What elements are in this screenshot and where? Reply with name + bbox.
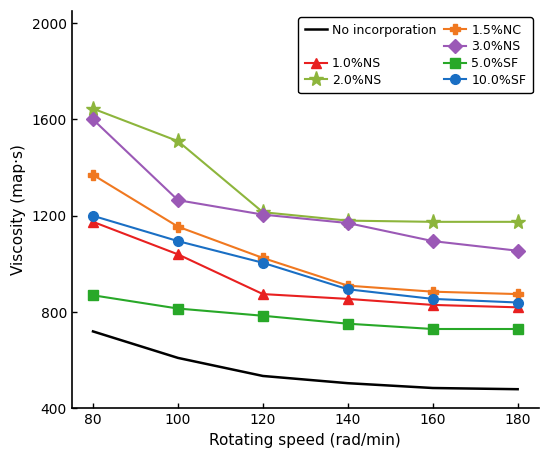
10.0%SF [344, 286, 351, 292]
2.0%NS [344, 218, 351, 224]
5.0%SF [344, 321, 351, 326]
Line: 5.0%SF: 5.0%SF [88, 291, 522, 334]
1.0%NS [175, 252, 182, 257]
No incorporation [90, 329, 96, 334]
1.0%NS [344, 296, 351, 302]
Line: 1.0%NS: 1.0%NS [88, 217, 522, 312]
Line: 2.0%NS: 2.0%NS [85, 101, 525, 230]
5.0%SF [430, 326, 436, 332]
1.5%NC [430, 289, 436, 294]
10.0%SF [260, 260, 266, 265]
10.0%SF [514, 300, 521, 305]
3.0%NS [90, 117, 96, 122]
2.0%NS [514, 219, 521, 224]
2.0%NS [260, 209, 266, 215]
Line: 1.5%NC: 1.5%NC [88, 170, 522, 299]
10.0%SF [90, 213, 96, 218]
2.0%NS [430, 219, 436, 224]
2.0%NS [175, 139, 182, 144]
3.0%NS [260, 212, 266, 218]
10.0%SF [430, 296, 436, 302]
1.0%NS [260, 291, 266, 297]
3.0%NS [514, 248, 521, 253]
Legend: No incorporation, , 1.0%NS, 2.0%NS, 1.5%NC, 3.0%NS, 5.0%SF, 10.0%SF: No incorporation, , 1.0%NS, 2.0%NS, 1.5%… [298, 17, 532, 93]
1.0%NS [430, 302, 436, 308]
No incorporation [514, 386, 521, 392]
Y-axis label: Viscosity (map·s): Viscosity (map·s) [11, 144, 26, 275]
1.0%NS [514, 305, 521, 310]
5.0%SF [90, 292, 96, 298]
1.0%NS [90, 219, 96, 224]
5.0%SF [514, 326, 521, 332]
3.0%NS [344, 220, 351, 226]
5.0%SF [175, 306, 182, 311]
10.0%SF [175, 238, 182, 244]
Line: 10.0%SF: 10.0%SF [88, 211, 522, 308]
Line: No incorporation: No incorporation [93, 331, 518, 389]
5.0%SF [260, 313, 266, 319]
1.5%NC [344, 283, 351, 288]
1.5%NC [90, 172, 96, 178]
No incorporation [175, 355, 182, 361]
3.0%NS [175, 197, 182, 203]
2.0%NS [90, 106, 96, 112]
1.5%NC [175, 224, 182, 230]
No incorporation [260, 373, 266, 379]
Line: 3.0%NS: 3.0%NS [88, 115, 522, 256]
X-axis label: Rotating speed (rad/min): Rotating speed (rad/min) [210, 433, 401, 448]
No incorporation [430, 385, 436, 391]
3.0%NS [430, 238, 436, 244]
1.5%NC [260, 255, 266, 261]
No incorporation [344, 381, 351, 386]
1.5%NC [514, 291, 521, 297]
